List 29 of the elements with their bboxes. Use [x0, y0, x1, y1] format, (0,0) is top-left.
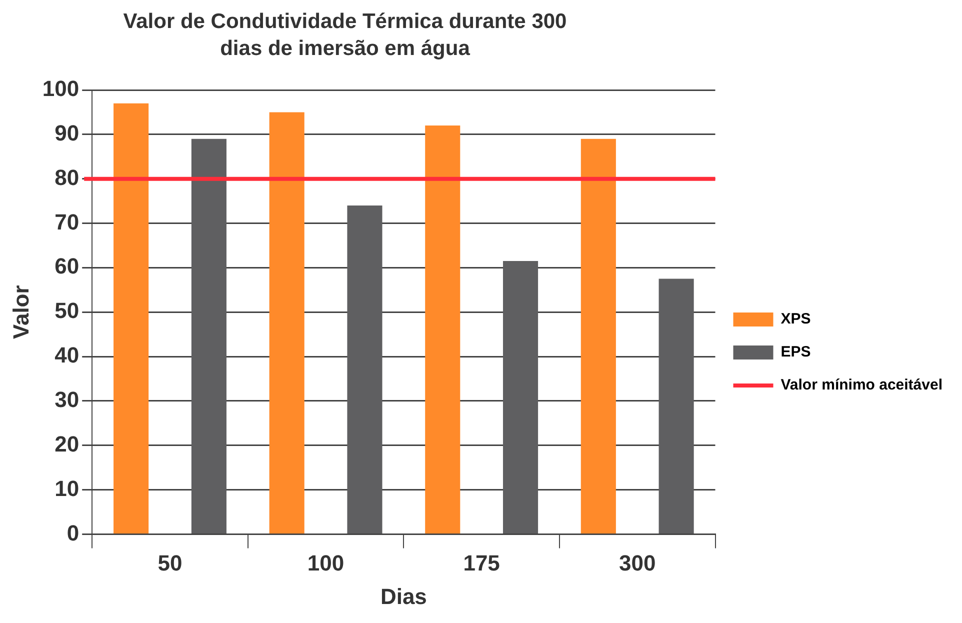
x-axis-title: Dias: [380, 584, 427, 609]
y-tick-label: 40: [54, 342, 80, 368]
y-tick-label: 60: [54, 254, 80, 279]
y-tick-label: 70: [54, 209, 80, 234]
legend-label: Valor mínimo aceitável: [780, 376, 942, 394]
y-axis-title: Valor: [8, 284, 34, 340]
bar: [502, 261, 538, 534]
y-tick-label: 90: [54, 120, 80, 146]
bar: [114, 103, 149, 534]
y-tick-label: 100: [42, 76, 80, 102]
bar: [347, 205, 382, 534]
x-tick-label: 175: [463, 550, 500, 576]
legend-label: XPS: [780, 310, 811, 328]
y-tick-label: 10: [54, 476, 80, 501]
bar: [658, 278, 694, 534]
x-tick-label: 50: [158, 550, 182, 576]
y-tick-label: 80: [54, 164, 80, 190]
y-tick-label: 50: [54, 298, 80, 324]
bar: [425, 126, 460, 534]
y-tick-label: 0: [66, 520, 80, 546]
bar: [269, 112, 304, 534]
y-tick-label: 20: [54, 431, 80, 456]
legend-label: EPS: [780, 344, 811, 361]
x-tick-label: 300: [619, 550, 656, 576]
x-tick-label: 100: [307, 550, 344, 576]
bar: [580, 138, 616, 534]
chart-title: Valor de Condutividade Térmica durante 300 dias de imersão em água: [122, 9, 568, 62]
bar: [191, 138, 226, 534]
y-tick-label: 30: [54, 387, 80, 412]
